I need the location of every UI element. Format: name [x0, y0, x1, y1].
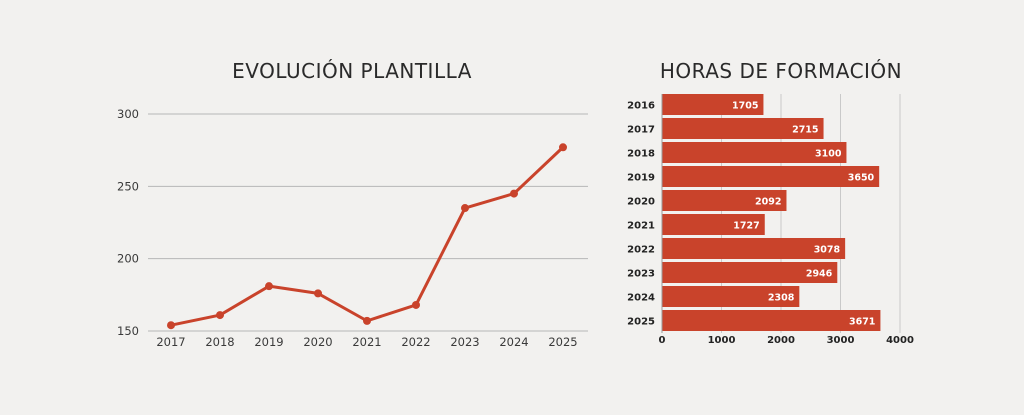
line-x-tick-label: 2024 [499, 335, 528, 349]
bar [662, 310, 881, 331]
line-point [510, 189, 518, 198]
bar-x-tick-label: 1000 [708, 335, 736, 346]
bar-value-label: 3078 [814, 245, 841, 256]
line-x-tick-label: 2020 [303, 335, 332, 349]
bar [662, 94, 764, 115]
bar [662, 166, 880, 187]
line-point [559, 143, 567, 152]
bar [662, 118, 824, 139]
bar-category-label: 2021 [627, 221, 655, 232]
line-chart-title: EVOLUCIÓN PLANTILLA [232, 59, 472, 83]
bar-x-tick-label: 0 [659, 335, 666, 346]
bar-chart: 0 1000 2000 3000 4000 2016 1705 2017 2715 2018 310… [627, 94, 914, 346]
line-y-tick-label: 300 [117, 107, 139, 121]
bar-category-label: 2024 [627, 293, 655, 304]
bar [662, 286, 800, 307]
line-x-tick-label: 2017 [156, 335, 185, 349]
bar-category-label: 2017 [627, 125, 655, 136]
bar-x-tick-label: 4000 [886, 335, 914, 346]
line-x-tick-label: 2025 [548, 335, 577, 349]
line-point [265, 282, 273, 291]
bar-value-label: 2715 [792, 125, 818, 136]
bar-category-label: 2022 [627, 245, 655, 256]
line-chart: 300 250 200 150 2017 2018 2019 2020 2021 2022 2023… [117, 107, 588, 349]
bar-value-label: 1727 [733, 221, 759, 232]
bar-x-tick-label: 2000 [767, 335, 795, 346]
line-y-tick-label: 250 [117, 179, 139, 193]
line-point [216, 311, 224, 320]
line-x-tick-label: 2023 [450, 335, 479, 349]
line-point [363, 316, 371, 325]
bar [662, 262, 838, 283]
bar-value-label: 3100 [815, 149, 842, 160]
bar-category-label: 2020 [627, 197, 655, 208]
bar-category-label: 2016 [627, 101, 655, 112]
bar [662, 142, 847, 163]
bar-x-tick-label: 3000 [827, 335, 855, 346]
bar-category-label: 2025 [627, 317, 655, 328]
bar-value-label: 3671 [849, 317, 875, 328]
bar-value-label: 2946 [806, 269, 833, 280]
line-point [412, 300, 420, 309]
line-x-tick-label: 2019 [254, 335, 283, 349]
bar-category-label: 2018 [627, 149, 655, 160]
line-y-tick-label: 200 [117, 252, 139, 266]
line-y-tick-label: 150 [117, 324, 139, 338]
line-x-tick-label: 2021 [352, 335, 381, 349]
bar-category-label: 2019 [627, 173, 655, 184]
bar [662, 214, 765, 235]
line-x-tick-label: 2022 [401, 335, 430, 349]
line-series [169, 145, 565, 327]
line-point [461, 204, 469, 213]
bar-value-label: 1705 [732, 101, 758, 112]
line-point [167, 321, 175, 330]
bar-value-label: 2092 [755, 197, 781, 208]
bar-value-label: 3650 [848, 173, 875, 184]
bar-category-label: 2023 [627, 269, 655, 280]
bar [662, 238, 846, 259]
bar-chart-title: HORAS DE FORMACIÓN [660, 59, 902, 83]
line-x-tick-label: 2018 [205, 335, 234, 349]
line-point [314, 289, 322, 298]
bar-value-label: 2308 [768, 293, 795, 304]
bar [662, 190, 787, 211]
